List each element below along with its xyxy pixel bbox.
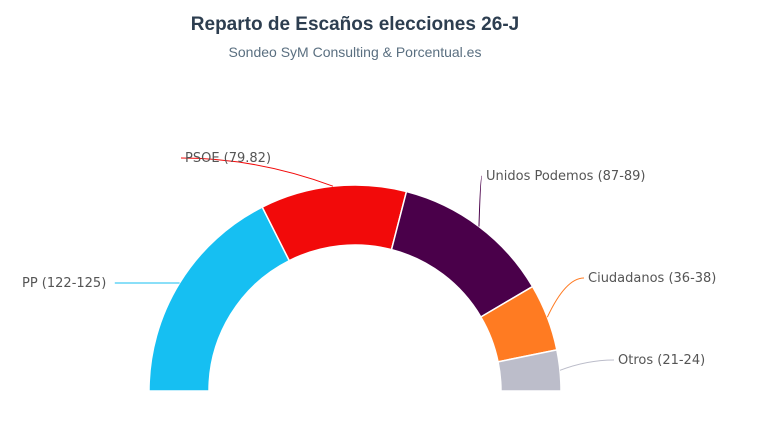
slice-label-2: Unidos Podemos (87-89) <box>486 169 646 184</box>
slice-1[interactable] <box>261 184 408 262</box>
connector-2 <box>478 175 483 227</box>
slice-label-3: Ciudadanos (36-38) <box>588 271 716 286</box>
slice-label-0: PP (122-125) <box>22 276 106 291</box>
chart-title: Reparto de Escaños elecciones 26-J <box>191 14 519 35</box>
slice-4[interactable] <box>497 348 562 392</box>
connector-3 <box>546 277 585 318</box>
connector-1 <box>180 157 334 187</box>
chart-subtitle: Sondeo SyM Consulting & Porcentual.es <box>229 44 482 60</box>
slice-label-1: PSOE (79.82) <box>185 151 271 166</box>
connector-4 <box>559 359 615 371</box>
slice-label-4: Otros (21-24) <box>618 353 705 368</box>
slice-0[interactable] <box>148 206 291 392</box>
